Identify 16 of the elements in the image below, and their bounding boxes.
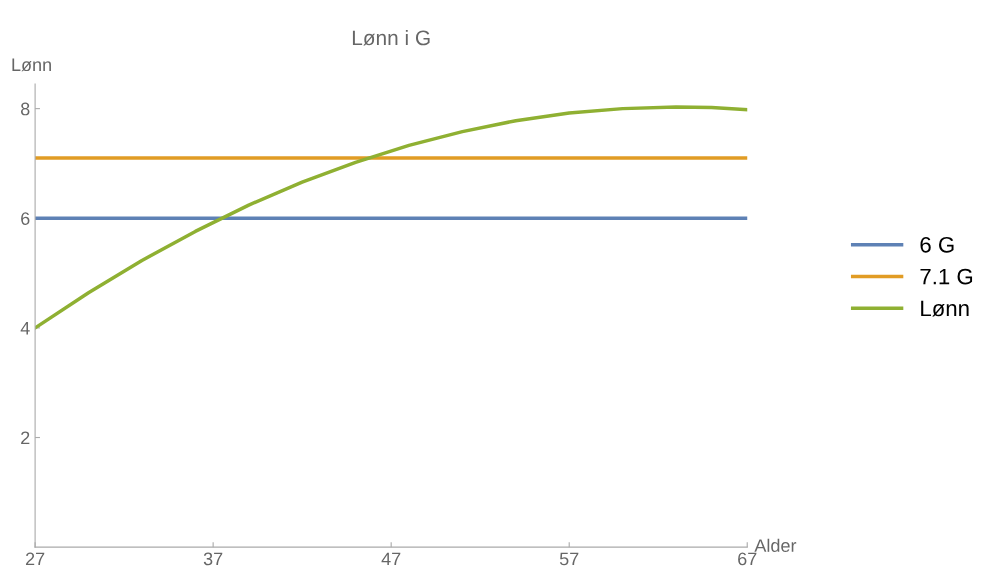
x-tick-label: 27 xyxy=(25,552,45,566)
legend-label: 6 G xyxy=(920,236,954,253)
x-tick-label: 67 xyxy=(738,552,757,566)
line-series xyxy=(35,105,748,330)
legend-label: Lønn xyxy=(921,300,969,317)
x-axis-title: Alder xyxy=(754,538,797,552)
legend-label: 7.1 G xyxy=(920,268,973,285)
x-tick-label: 37 xyxy=(203,552,223,566)
y-tick-label: 8 xyxy=(20,102,30,116)
y-tick-label: 2 xyxy=(21,431,30,445)
y-axis-title: Lønn xyxy=(12,58,51,72)
x-tick-label: 57 xyxy=(559,552,579,566)
x-tick-label: 47 xyxy=(381,552,401,566)
y-tick-label: 6 xyxy=(21,212,30,225)
chart-title: Lønn i G xyxy=(352,29,430,46)
y-tick-label: 4 xyxy=(20,322,30,335)
